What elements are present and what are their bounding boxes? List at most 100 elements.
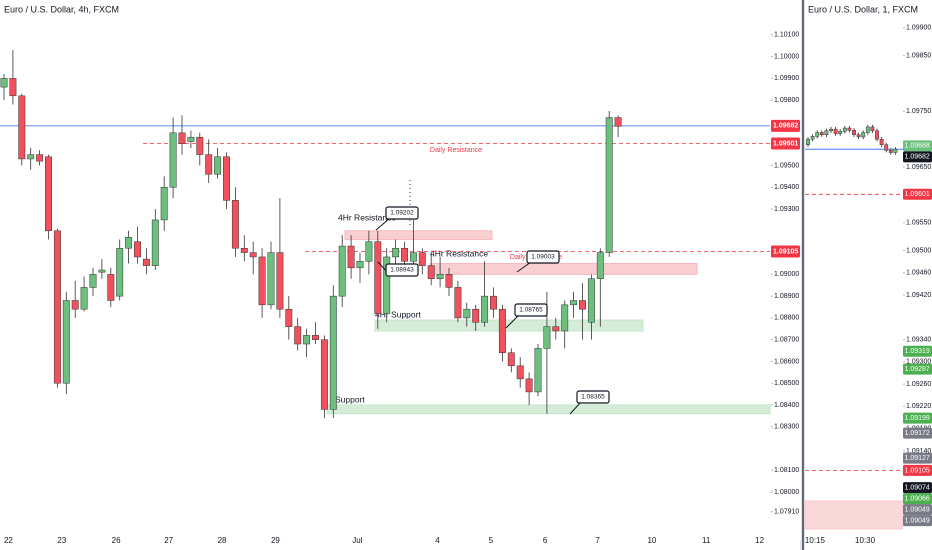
candle-body <box>893 148 898 153</box>
callout-box <box>526 250 560 264</box>
candle-body <box>543 326 551 349</box>
candle-body <box>865 126 870 133</box>
candle-body <box>53 230 61 384</box>
price-badge-label: 1.09105 <box>905 467 930 474</box>
candle-body <box>392 247 400 258</box>
price-badge <box>903 412 932 424</box>
candle-body <box>125 237 133 249</box>
price-badge <box>903 504 932 516</box>
callout-pointer <box>516 261 532 273</box>
price-badge <box>771 137 800 150</box>
x-tick-label: 29 <box>271 536 280 545</box>
candle-body <box>525 378 533 393</box>
candle-body <box>838 131 843 134</box>
y-tick-label: 1.10000 <box>774 53 799 60</box>
y-tick-label: 1.09800 <box>774 97 799 104</box>
price-badge-label: 1.09127 <box>905 455 930 462</box>
candle-body <box>0 78 8 88</box>
candle-body <box>596 252 604 279</box>
y-tick-label: 1.08500 <box>774 380 799 387</box>
candle-body <box>347 245 355 269</box>
y-tick-label: 1.10100 <box>774 32 799 39</box>
zone-label: Support <box>335 394 365 404</box>
y-tick-label: 1.09550 <box>906 220 931 227</box>
candle-body <box>214 156 222 175</box>
x-tick-label: 5 <box>489 536 494 545</box>
y-tick-label: 1.09900 <box>774 75 799 82</box>
candle-body <box>98 269 106 273</box>
price-badge-label: 1.09105 <box>773 248 798 255</box>
candle-body <box>824 130 829 135</box>
candle-body <box>847 127 852 131</box>
callout-label: 1.08765 <box>519 307 543 314</box>
price-badge-label: 1.09682 <box>773 123 798 130</box>
chart-title: Euro / U.S. Dollar, 4h, FXCM <box>4 4 119 14</box>
x-tick-label: 12 <box>755 536 764 545</box>
price-badge-label: 1.09682 <box>905 154 930 161</box>
candle-body <box>605 117 613 253</box>
candle-body <box>819 132 824 135</box>
candle-body <box>365 241 373 262</box>
x-tick-label: 10 <box>647 536 656 545</box>
y-tick-label: 1.08300 <box>774 424 799 431</box>
price-badge <box>771 245 800 258</box>
y-tick-label: 1.08000 <box>774 489 799 496</box>
y-tick-label: 1.09340 <box>906 336 931 343</box>
candle-body <box>472 308 480 323</box>
time-axis <box>805 530 903 550</box>
price-badge-label: 1.09688 <box>905 143 930 150</box>
candle-body <box>249 252 257 258</box>
candle-body <box>561 304 569 332</box>
price-badge-label: 1.09066 <box>905 496 930 503</box>
candle-body <box>806 138 810 145</box>
candle-body <box>463 308 471 319</box>
candle-body <box>338 245 346 297</box>
price-badge <box>903 464 932 476</box>
callout-box <box>576 390 610 404</box>
candle-body <box>516 365 524 380</box>
candle-body <box>383 256 391 314</box>
candle-body <box>169 132 177 188</box>
x-tick-label: 6 <box>543 536 548 545</box>
candle-body <box>374 241 382 314</box>
candle-body <box>842 127 847 132</box>
y-tick-label: 1.09300 <box>774 206 799 213</box>
x-tick-label: 27 <box>164 536 173 545</box>
y-tick-label: 1.08100 <box>774 467 799 474</box>
candle-body <box>160 187 168 221</box>
candle-body <box>507 352 515 367</box>
price-badge <box>903 363 932 375</box>
candle-body <box>223 156 230 201</box>
x-tick-label: 4 <box>435 536 440 545</box>
annotation: Daily Resistance <box>430 147 482 154</box>
candle-body <box>196 136 204 155</box>
candle-body <box>810 136 815 140</box>
zone-label: 4Hr Resistance <box>338 212 396 222</box>
zone-label: 4Hr Resistance <box>430 248 488 258</box>
price-badge <box>903 427 932 439</box>
zone <box>429 262 698 275</box>
candle-body <box>490 295 497 310</box>
y-tick-label: 1.09750 <box>906 108 931 115</box>
x-tick-label: 10:15 <box>805 536 826 545</box>
candle-body <box>856 134 861 138</box>
y-tick-label: 1.09400 <box>774 184 799 191</box>
candle-body <box>320 339 328 410</box>
y-tick-label: 1.09260 <box>906 381 931 388</box>
price-badge <box>903 452 932 464</box>
y-tick-label: 1.09300 <box>906 359 931 366</box>
chart-title: Euro / U.S. Dollar, 1, FXCM <box>808 4 918 14</box>
y-tick-label: 1.09000 <box>774 271 799 278</box>
candle-body <box>888 150 893 153</box>
callout-label: 1.09003 <box>531 254 555 261</box>
price-badge <box>903 515 932 527</box>
candle-body <box>267 252 275 306</box>
price-badge <box>771 119 800 132</box>
candle-body <box>276 252 284 310</box>
candle-body <box>552 326 560 332</box>
candle-body <box>852 130 856 135</box>
price-badge <box>903 482 932 494</box>
x-tick-label: 23 <box>57 536 66 545</box>
candle-body <box>833 128 838 134</box>
callout-box <box>385 263 419 277</box>
